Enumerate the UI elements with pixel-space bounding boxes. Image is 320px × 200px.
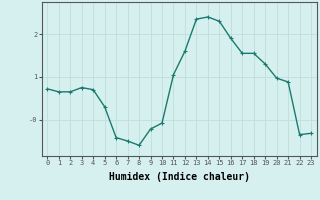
X-axis label: Humidex (Indice chaleur): Humidex (Indice chaleur) [109,172,250,182]
